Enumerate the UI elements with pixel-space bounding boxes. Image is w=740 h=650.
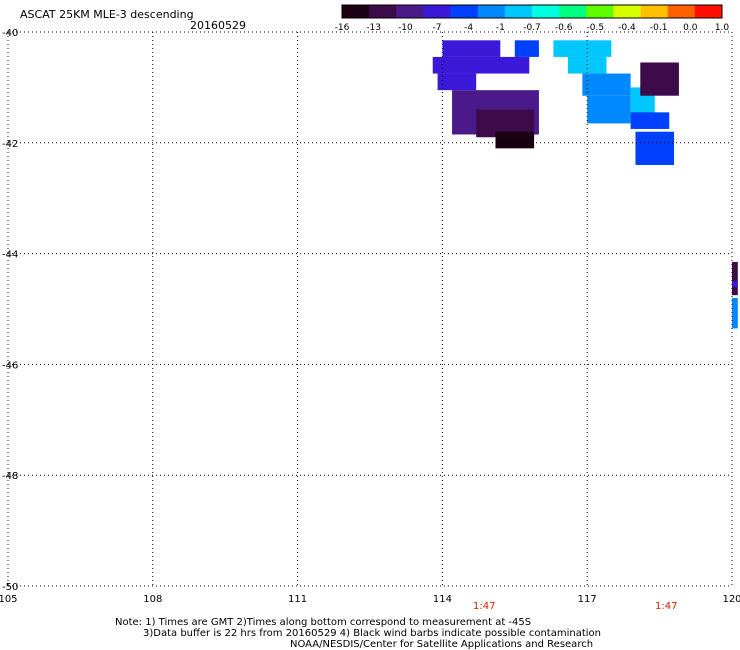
data-cell bbox=[732, 261, 738, 296]
map-title: ASCAT 25KM MLE-3 descending bbox=[20, 8, 194, 21]
colorbar-segment bbox=[667, 5, 696, 18]
data-cell bbox=[437, 73, 477, 91]
colorbar-label: 1.0 bbox=[715, 23, 730, 33]
data-cell bbox=[635, 131, 675, 165]
colorbar-label: -0.7 bbox=[523, 23, 541, 33]
note-line-3: NOAA/NESDIS/Center for Satellite Applica… bbox=[290, 639, 594, 650]
colorbar-label: -0.4 bbox=[618, 23, 636, 33]
colorbar-segment bbox=[477, 5, 506, 18]
colorbar-label: -7 bbox=[433, 23, 442, 33]
colorbar-segment bbox=[450, 5, 479, 18]
time-label-1: 1:47 bbox=[473, 601, 496, 612]
y-tick-label: -44 bbox=[2, 250, 18, 261]
y-tick-label: -48 bbox=[2, 471, 18, 482]
colorbar-label: 0.0 bbox=[683, 23, 698, 33]
data-cell bbox=[567, 56, 607, 74]
map-date: 20160529 bbox=[190, 19, 246, 32]
note-line-2: 3)Data buffer is 22 hrs from 20160529 4)… bbox=[143, 628, 601, 639]
y-tick-label: -50 bbox=[2, 582, 18, 593]
colorbar-segment bbox=[532, 5, 560, 18]
colorbar-segment bbox=[504, 5, 533, 18]
colorbar-label: -0.5 bbox=[587, 23, 605, 33]
data-cell bbox=[495, 131, 535, 149]
colorbar-segment bbox=[559, 5, 587, 18]
data-cell bbox=[582, 73, 631, 96]
data-cell bbox=[630, 112, 670, 129]
colorbar-label: -10 bbox=[398, 23, 413, 33]
colorbar-label: -13 bbox=[366, 23, 381, 33]
data-cell bbox=[732, 281, 738, 287]
x-tick-label: 111 bbox=[288, 594, 307, 605]
colorbar-segment bbox=[396, 5, 424, 18]
y-tick-label: -42 bbox=[2, 139, 18, 150]
colorbar-label: -16 bbox=[335, 23, 350, 33]
data-cell bbox=[553, 40, 612, 57]
data-cell bbox=[640, 62, 679, 96]
colorbar-segment bbox=[423, 5, 452, 18]
data-cell bbox=[442, 40, 501, 57]
colorbar-segment bbox=[694, 5, 723, 18]
x-tick-label: 117 bbox=[578, 594, 597, 605]
colorbar-label: -4 bbox=[464, 23, 473, 33]
colorbar-segment bbox=[640, 5, 669, 18]
x-tick-label: 120 bbox=[722, 594, 740, 605]
colorbar-label: -0.1 bbox=[650, 23, 668, 33]
data-cell bbox=[514, 40, 539, 57]
colorbar-label: -1 bbox=[496, 23, 505, 33]
y-tick-label: -46 bbox=[2, 360, 18, 371]
colorbar-segment bbox=[586, 5, 614, 18]
colorbar-segment bbox=[369, 5, 397, 18]
y-tick-label: -40 bbox=[2, 28, 18, 39]
data-cell bbox=[587, 95, 631, 124]
time-label-2: 1:47 bbox=[655, 601, 678, 612]
colorbar-segment bbox=[613, 5, 642, 18]
note-line-1: Note: 1) Times are GMT 2)Times along bot… bbox=[115, 617, 532, 628]
colorbar-segment bbox=[342, 5, 370, 18]
x-tick-label: 108 bbox=[143, 594, 162, 605]
data-cell bbox=[432, 56, 530, 74]
colorbar-label: -0.6 bbox=[555, 23, 573, 33]
x-tick-label: 114 bbox=[433, 594, 452, 605]
data-cell bbox=[732, 297, 738, 329]
colorbar-frame bbox=[341, 4, 723, 19]
x-tick-label: 105 bbox=[0, 594, 18, 605]
